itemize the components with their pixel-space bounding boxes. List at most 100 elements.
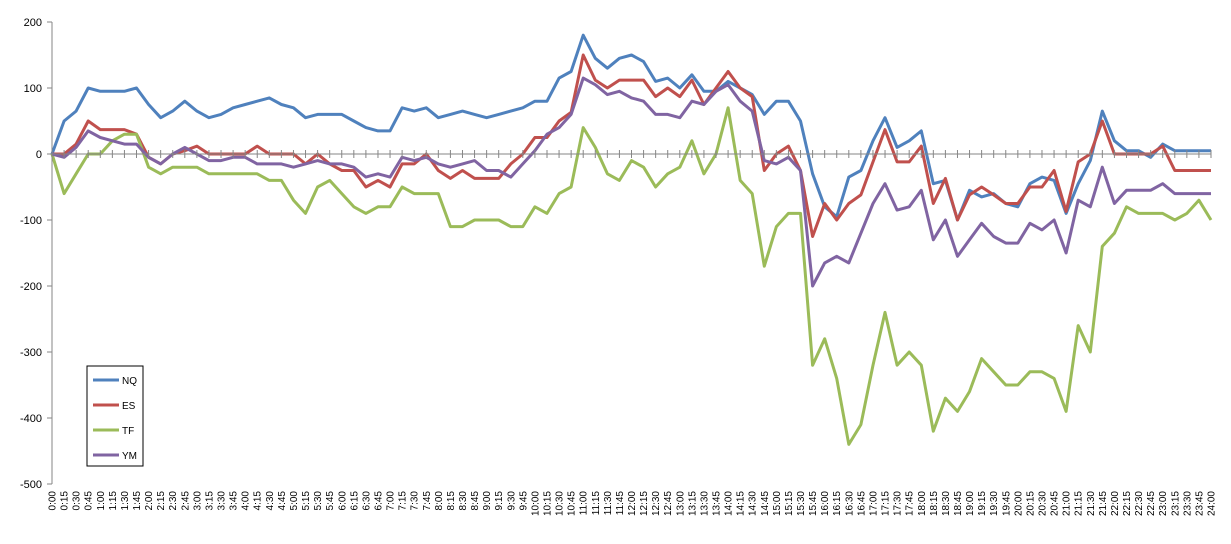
series-line-nq bbox=[50, 33, 1211, 222]
x-tick-label: 22:30 bbox=[1134, 491, 1145, 516]
x-tick-label: 15:45 bbox=[808, 491, 819, 516]
x-tick-label: 10:45 bbox=[567, 491, 578, 516]
x-tick-label: 18:30 bbox=[941, 491, 952, 516]
y-axis-ticks: 200 100 0 -100 -200 -300 -400 -500 bbox=[20, 17, 42, 491]
x-tick-label: 9:15 bbox=[494, 491, 505, 511]
y-tick-label: -400 bbox=[20, 413, 42, 425]
x-tick-label: 3:00 bbox=[192, 491, 203, 511]
y-tick-label: -200 bbox=[20, 281, 42, 293]
x-tick-label: 24:00 bbox=[1207, 491, 1218, 516]
x-tick-label: 4:30 bbox=[265, 491, 276, 511]
legend-label-ym: YM bbox=[122, 451, 137, 462]
x-tick-label: 21:45 bbox=[1098, 491, 1109, 516]
x-tick-label: 4:45 bbox=[277, 491, 288, 511]
y-tick-label: 0 bbox=[36, 149, 42, 161]
x-tick-label: 10:15 bbox=[542, 491, 553, 516]
x-tick-label: 1:00 bbox=[96, 491, 107, 511]
x-tick-label: 23:15 bbox=[1170, 491, 1181, 516]
x-tick-label: 2:30 bbox=[168, 491, 179, 511]
axes bbox=[47, 21, 1212, 485]
x-tick-label: 1:45 bbox=[132, 491, 143, 511]
x-tick-label: 2:00 bbox=[144, 491, 155, 511]
x-tick-label: 20:15 bbox=[1025, 491, 1036, 516]
x-tick-label: 7:15 bbox=[398, 491, 409, 511]
legend-label-tf: TF bbox=[122, 426, 134, 437]
x-tick-label: 13:00 bbox=[675, 491, 686, 516]
x-tick-label: 12:45 bbox=[663, 491, 674, 516]
legend-box bbox=[86, 365, 144, 467]
x-tick-label: 18:15 bbox=[929, 491, 940, 516]
x-tick-label: 21:30 bbox=[1086, 491, 1097, 516]
x-tick-label: 0:15 bbox=[60, 491, 71, 511]
x-tick-label: 8:00 bbox=[434, 491, 445, 511]
x-tick-label: 16:00 bbox=[820, 491, 831, 516]
x-tick-label: 11:30 bbox=[603, 491, 614, 516]
x-tick-label: 17:30 bbox=[893, 491, 904, 516]
x-tick-label: 11:00 bbox=[579, 491, 590, 516]
x-tick-label: 8:45 bbox=[470, 491, 481, 511]
x-tick-label: 8:15 bbox=[446, 491, 457, 511]
x-tick-label: 13:45 bbox=[712, 491, 723, 516]
x-tick-label: 14:45 bbox=[760, 491, 771, 516]
x-tick-label: 10:00 bbox=[530, 491, 541, 516]
x-tick-label: 11:15 bbox=[591, 491, 602, 516]
x-tick-label: 6:30 bbox=[361, 491, 372, 511]
x-tick-label: 0:30 bbox=[72, 491, 83, 511]
x-tick-label: 13:15 bbox=[687, 491, 698, 516]
series-line-ym bbox=[51, 76, 1211, 288]
x-tick-label: 19:15 bbox=[977, 491, 988, 516]
x-tick-label: 16:15 bbox=[832, 491, 843, 516]
x-tick-label: 17:00 bbox=[868, 491, 879, 516]
x-tick-label: 14:30 bbox=[748, 491, 759, 516]
series-line-tf bbox=[50, 106, 1213, 446]
x-tick-label: 22:45 bbox=[1146, 491, 1157, 516]
x-tick-label: 12:00 bbox=[627, 491, 638, 516]
x-tick-label: 17:15 bbox=[881, 491, 892, 516]
x-tick-label: 7:00 bbox=[386, 491, 397, 511]
x-tick-label: 0:00 bbox=[48, 491, 59, 511]
x-tick-label: 4:15 bbox=[253, 491, 264, 511]
x-tick-label: 21:15 bbox=[1074, 491, 1085, 516]
x-tick-label: 15:00 bbox=[772, 491, 783, 516]
x-tick-label: 9:45 bbox=[518, 491, 529, 511]
x-tick-label: 8:30 bbox=[458, 491, 469, 511]
x-tick-label: 6:00 bbox=[337, 491, 348, 511]
x-tick-label: 12:15 bbox=[639, 491, 650, 516]
x-tick-label: 2:45 bbox=[180, 491, 191, 511]
x-tick-label: 14:00 bbox=[724, 491, 735, 516]
series-lines bbox=[50, 33, 1213, 446]
x-tick-label: 23:30 bbox=[1182, 491, 1193, 516]
x-tick-label: 20:30 bbox=[1037, 491, 1048, 516]
legend-label-nq: NQ bbox=[122, 376, 137, 387]
legend-label-es: ES bbox=[122, 401, 136, 412]
x-tick-label: 16:45 bbox=[856, 491, 867, 516]
x-tick-label: 6:15 bbox=[349, 491, 360, 511]
x-tick-label: 17:45 bbox=[905, 491, 916, 516]
y-tick-label: -500 bbox=[20, 479, 42, 491]
x-tick-label: 22:15 bbox=[1122, 491, 1133, 516]
x-tick-label: 5:15 bbox=[301, 491, 312, 511]
x-tick-label: 23:00 bbox=[1158, 491, 1169, 516]
x-tick-label: 5:00 bbox=[289, 491, 300, 511]
x-tick-label: 19:00 bbox=[965, 491, 976, 516]
x-tick-label: 15:15 bbox=[784, 491, 795, 516]
x-tick-label: 1:15 bbox=[108, 491, 119, 511]
legend: NQ ES TF YM bbox=[86, 365, 144, 467]
x-tick-label: 15:30 bbox=[796, 491, 807, 516]
x-axis-ticks: 0:00 0:15 0:30 0:45 1:00 1:15 1:30 1:45 2:00 2:15… bbox=[48, 491, 1218, 516]
x-tick-label: 9:00 bbox=[482, 491, 493, 511]
x-tick-label: 7:30 bbox=[410, 491, 421, 511]
x-tick-label: 10:30 bbox=[555, 491, 566, 516]
y-tick-label: 200 bbox=[24, 17, 42, 29]
x-tick-label: 18:00 bbox=[917, 491, 928, 516]
x-tick-label: 9:30 bbox=[506, 491, 517, 511]
x-tick-label: 7:45 bbox=[422, 491, 433, 511]
x-tick-label: 3:15 bbox=[204, 491, 215, 511]
x-tick-label: 4:00 bbox=[241, 491, 252, 511]
y-tick-label: -100 bbox=[20, 215, 42, 227]
x-tick-label: 2:15 bbox=[156, 491, 167, 511]
x-tick-label: 20:00 bbox=[1013, 491, 1024, 516]
x-tick-label: 12:30 bbox=[651, 491, 662, 516]
x-tick-label: 19:30 bbox=[989, 491, 1000, 516]
